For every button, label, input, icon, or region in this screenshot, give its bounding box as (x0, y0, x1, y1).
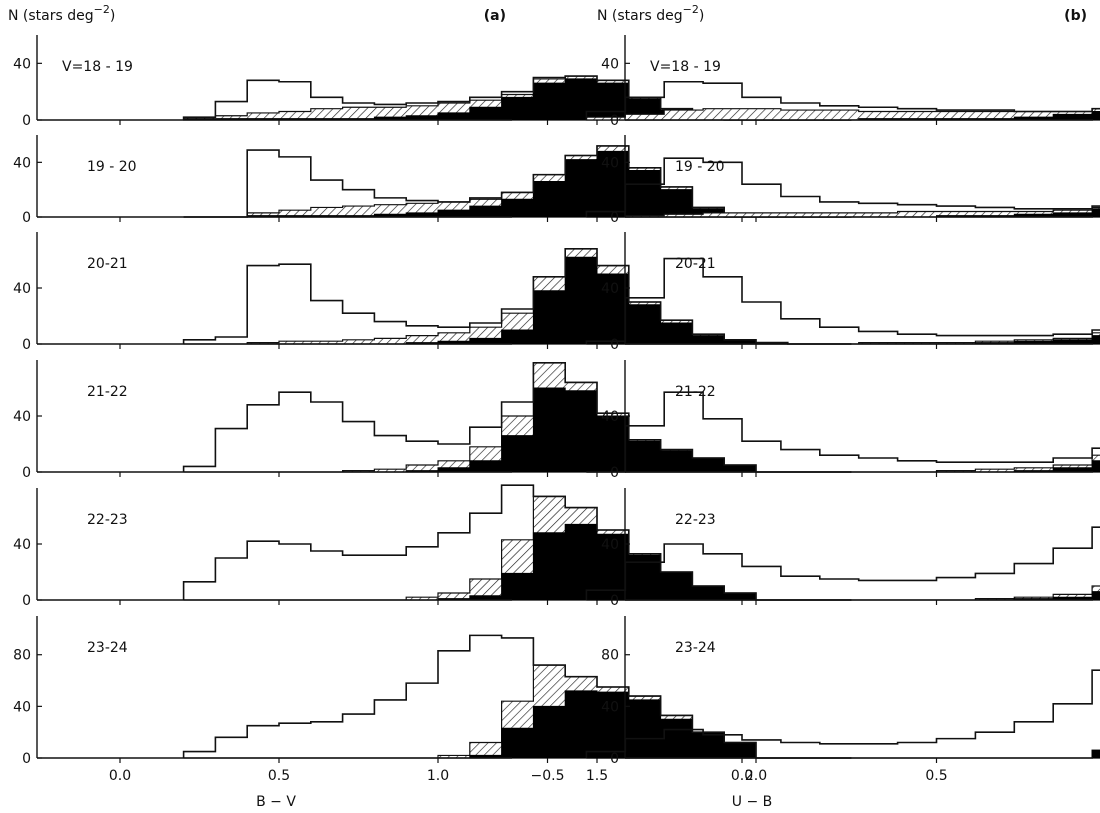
y-tick-label: 40 (13, 409, 31, 425)
panel-label: (b) (1064, 8, 1087, 24)
y-tick-label: 40 (13, 56, 31, 72)
y-tick-label: 0 (22, 210, 31, 226)
x-tick-label: 1.0 (427, 768, 449, 784)
y-tick-label: 40 (601, 409, 619, 425)
y-tick-label: 0 (610, 593, 619, 609)
histogram-row: 0 40 21-22 (13, 360, 852, 481)
total-histogram-outline (585, 80, 1100, 120)
histogram-row: 0 40 V=18 - 19 (13, 35, 852, 129)
y-tick-label: 40 (13, 699, 31, 715)
total-histogram-outline (182, 484, 852, 601)
magnitude-range-label: 21-22 (87, 384, 128, 400)
y-axis-label-close: ) (110, 8, 115, 24)
y-tick-label: 80 (601, 648, 619, 664)
y-tick-label: 0 (610, 113, 619, 129)
histogram-row: 0 40 19 - 20 (546, 135, 1100, 226)
y-axis-label-exponent: −2 (94, 3, 110, 16)
histogram-row: 0 40 80 23-24 (546, 616, 1100, 767)
magnitude-range-label: 22-23 (87, 512, 128, 528)
x-tick-label: 1.5 (586, 768, 608, 784)
histogram-row: 0 40 19 - 20 (13, 135, 852, 226)
y-tick-label: 40 (601, 281, 619, 297)
y-tick-label: 0 (610, 751, 619, 767)
magnitude-range-label: 23-24 (87, 640, 128, 656)
y-axis-label: N (stars deg−2) (597, 3, 704, 24)
total-histogram-outline (182, 248, 852, 345)
x-axis-label: U − B (732, 794, 772, 810)
x-tick-label: −0.5 (531, 768, 565, 784)
magnitude-range-label: 21-22 (675, 384, 716, 400)
magnitude-range-label: 23-24 (675, 640, 716, 656)
y-tick-label: 40 (13, 281, 31, 297)
panel-b: N (stars deg−2) (b) 0 40 V=18 - 19 0 40 19 - 20… (531, 3, 1100, 810)
y-tick-label: 0 (610, 210, 619, 226)
magnitude-range-label: 19 - 20 (87, 159, 137, 175)
y-tick-label: 40 (601, 537, 619, 553)
magnitude-range-label: 20-21 (87, 256, 128, 272)
y-tick-label: 40 (601, 699, 619, 715)
y-axis-label-close: ) (699, 8, 704, 24)
histogram-row: 0 40 V=18 - 19 (546, 35, 1100, 129)
hatched-area (586, 206, 1100, 218)
magnitude-range-label: V=18 - 19 (650, 59, 721, 75)
y-tick-label: 40 (13, 155, 31, 171)
histogram-row: 0 40 21-22 (546, 360, 1100, 481)
panel-a: N (stars deg−2) (a) 0 40 V=18 - 19 0 40 19 - 20… (8, 3, 852, 810)
x-tick-label: 0.5 (925, 768, 947, 784)
total-histogram-outline (585, 157, 1100, 217)
y-tick-label: 0 (610, 465, 619, 481)
y-tick-label: 0 (22, 751, 31, 767)
histogram-row: 0 40 20-21 (546, 232, 1100, 353)
solid-area (183, 256, 852, 345)
x-axis-label: B − V (256, 794, 296, 810)
total-histogram-outline (585, 257, 1100, 344)
y-tick-label: 0 (22, 465, 31, 481)
histogram-row: 0 40 80 23-24 (13, 616, 852, 767)
total-histogram-outline (585, 669, 1100, 758)
y-axis-label: N (stars deg−2) (8, 3, 115, 24)
magnitude-range-label: 20-21 (675, 256, 716, 272)
y-tick-label: 0 (22, 337, 31, 353)
histogram-row: 0 40 22-23 (546, 488, 1100, 609)
histogram-row: 0 40 20-21 (13, 232, 852, 353)
y-tick-label: 0 (22, 593, 31, 609)
y-tick-label: 0 (610, 337, 619, 353)
y-tick-label: 40 (601, 56, 619, 72)
y-tick-label: 40 (13, 537, 31, 553)
x-tick-label: 0.0 (731, 768, 753, 784)
y-tick-label: 40 (601, 155, 619, 171)
magnitude-range-label: 19 - 20 (675, 159, 725, 175)
total-histogram-outline (182, 362, 852, 473)
total-histogram-outline (183, 145, 852, 218)
x-tick-label: 0.0 (109, 768, 131, 784)
magnitude-range-label: 22-23 (675, 512, 716, 528)
total-histogram-outline (585, 526, 1100, 600)
y-axis-label-exponent: −2 (683, 3, 699, 16)
x-tick-label: 0.5 (268, 768, 290, 784)
x-tick-label: 2.0 (745, 768, 767, 784)
y-tick-label: 0 (22, 113, 31, 129)
panel-label: (a) (484, 8, 506, 24)
total-histogram-outline (586, 391, 1100, 473)
histogram-row: 0 40 22-23 (13, 484, 852, 609)
y-tick-label: 80 (13, 648, 31, 664)
magnitude-range-label: V=18 - 19 (62, 59, 133, 75)
